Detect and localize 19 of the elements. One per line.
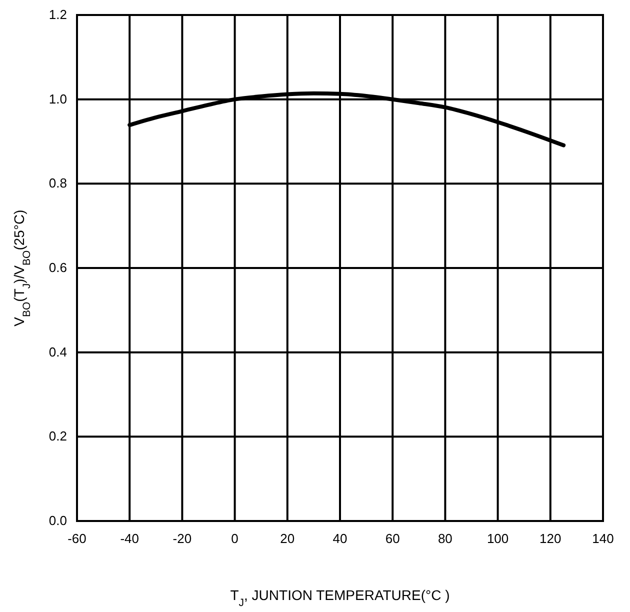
x-axis-title: T$_{J}$, JUNTION TEMPERATURE(°C ) — [230, 587, 450, 609]
x-tick-label: -20 — [172, 531, 192, 546]
y-tick-label: 0.0 — [48, 513, 67, 528]
x-tick-label: 60 — [385, 531, 400, 546]
y-tick-label: 1.0 — [48, 91, 67, 106]
x-tick-label: 140 — [592, 531, 614, 546]
x-tick-label: 120 — [540, 531, 562, 546]
x-tick-label: 40 — [332, 531, 348, 546]
x-tick-label: 0 — [231, 531, 238, 546]
x-tick-label: -40 — [120, 531, 139, 546]
y-tick-label: 0.4 — [48, 344, 67, 360]
y-tick-label: 0.8 — [48, 176, 67, 191]
x-tick-label: 80 — [438, 531, 452, 546]
y-tick-label: 0.6 — [48, 260, 67, 275]
x-tick-label: 100 — [486, 531, 509, 546]
y-tick-label: 0.2 — [48, 428, 67, 444]
x-tick-label: 20 — [280, 531, 295, 546]
x-tick-label: -60 — [68, 531, 86, 546]
y-tick-label: 1.2 — [48, 7, 67, 22]
